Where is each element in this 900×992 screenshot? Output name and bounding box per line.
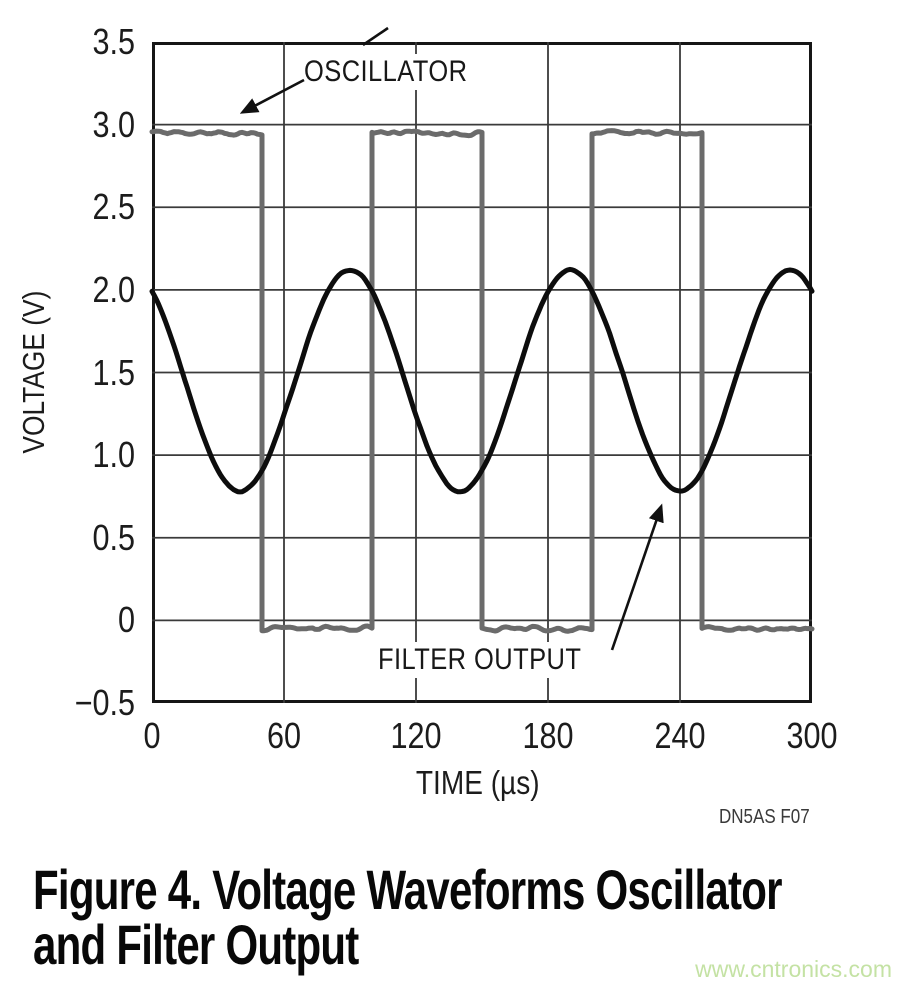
watermark-text[interactable]: www.cntronics.com [695,956,892,982]
y-tick-label: 0 [117,599,135,641]
x-tick-label: 0 [143,715,161,756]
watermark-link[interactable]: www.cntronics.com [695,956,892,983]
figure-code: DN5AS F07 [703,806,810,829]
x-axis-title-text: TIME (µs) [416,764,540,801]
y-tick-label: 1.5 [92,351,135,393]
x-tick-label: 60 [266,715,302,756]
oscillator-label: OSCILLATOR [300,54,501,90]
figure-caption-line2: and Filter Output [33,913,359,976]
y-tick-label: −0.5 [74,682,135,723]
y-tick-label: 3.5 [92,21,135,62]
y-tick-label: 2.5 [92,186,135,228]
filter-output-label-text: FILTER OUTPUT [378,643,582,676]
y-axis-title: VOLTAGE (V) [16,222,51,522]
waveform-chart [149,42,815,703]
x-tick-label: 240 [654,715,706,756]
x-tick-label: 180 [522,715,574,756]
x-tick-label: 120 [390,715,442,756]
y-tick-label: 0.5 [92,516,135,558]
y-tick-label: 1.0 [92,434,135,476]
plot-area [149,42,815,703]
y-axis-title-text: VOLTAGE (V) [16,290,51,454]
oscillator-label-text: OSCILLATOR [304,55,468,88]
x-axis-title: TIME (µs) [328,764,628,802]
figure-caption-line1: Figure 4. Voltage Waveforms Oscillator [33,858,782,921]
figure-caption: Figure 4. Voltage Waveforms Oscillator a… [33,858,900,976]
y-tick-label: 3.0 [92,103,135,145]
y-tick-label: 2.0 [92,268,135,310]
filter-output-label: FILTER OUTPUT [374,642,622,678]
x-tick-label: 300 [786,715,838,756]
figure-code-text: DN5AS F07 [719,806,810,828]
